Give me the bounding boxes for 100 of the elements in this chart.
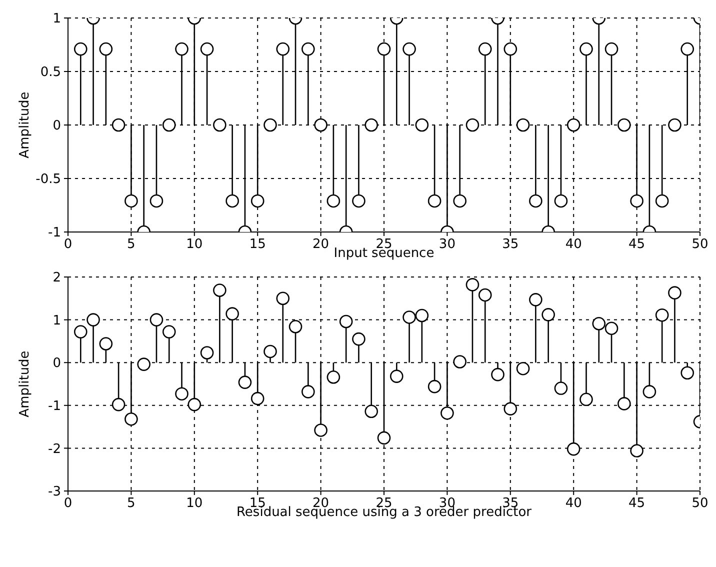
point xyxy=(188,398,202,412)
x-tick-label: 40 xyxy=(565,237,582,252)
point xyxy=(213,118,226,132)
x-tick-label: 20 xyxy=(312,237,330,252)
x-tick-label: 45 xyxy=(628,496,646,512)
point xyxy=(516,362,530,376)
y-axis-title: Amplitude xyxy=(18,92,33,158)
point xyxy=(364,118,378,132)
y-tick-label: -1 xyxy=(48,399,61,414)
point xyxy=(326,370,340,384)
point xyxy=(390,370,404,383)
point xyxy=(377,42,391,56)
point xyxy=(200,346,214,360)
x-tick-label: 40 xyxy=(565,496,582,512)
point xyxy=(466,118,480,132)
point xyxy=(99,42,113,56)
point xyxy=(618,397,631,410)
y-tick-label: 1 xyxy=(52,12,61,27)
x-tick-label: 10 xyxy=(186,237,203,252)
point xyxy=(276,292,290,306)
point xyxy=(478,42,492,56)
y-tick-label: -0.5 xyxy=(36,172,61,188)
point xyxy=(604,42,618,56)
point xyxy=(264,344,277,358)
point xyxy=(415,118,429,132)
point xyxy=(580,392,593,406)
x-tick-label: 50 xyxy=(692,496,708,512)
point xyxy=(630,194,644,208)
point xyxy=(264,118,277,132)
point xyxy=(642,385,656,398)
point xyxy=(566,442,580,456)
point xyxy=(314,424,328,437)
point xyxy=(200,42,214,56)
x-tick-label: 15 xyxy=(249,237,266,252)
point xyxy=(238,376,252,389)
point xyxy=(226,194,239,208)
point xyxy=(226,307,239,320)
point xyxy=(680,42,694,56)
point xyxy=(529,293,542,306)
x-tick-label: 5 xyxy=(127,496,136,512)
y-tick-label: 2 xyxy=(52,270,61,286)
point xyxy=(339,314,353,328)
point xyxy=(74,42,88,56)
point xyxy=(162,325,176,338)
x-tick-label: 0 xyxy=(64,496,72,512)
point xyxy=(302,385,315,398)
point xyxy=(250,194,264,208)
y-tick-label: 1 xyxy=(52,313,61,328)
y-axis-title: Amplitude xyxy=(18,350,33,418)
point xyxy=(466,278,480,292)
point xyxy=(604,322,618,336)
point xyxy=(504,42,518,56)
point xyxy=(175,42,188,56)
point xyxy=(112,398,126,412)
y-tick-label: 0 xyxy=(52,356,61,372)
point xyxy=(377,431,391,445)
point xyxy=(352,332,366,346)
y-tick-label: -3 xyxy=(48,484,61,500)
point xyxy=(668,286,682,300)
point xyxy=(428,380,442,394)
x-tick-label: 5 xyxy=(127,237,136,252)
point xyxy=(137,358,150,371)
point xyxy=(554,194,568,208)
point xyxy=(314,118,328,132)
point xyxy=(150,194,164,208)
point xyxy=(124,194,138,208)
point xyxy=(655,308,669,322)
point xyxy=(453,355,466,368)
point xyxy=(150,313,164,326)
point xyxy=(554,382,568,395)
point xyxy=(175,387,188,400)
point xyxy=(491,368,504,382)
point xyxy=(680,366,694,380)
point xyxy=(162,118,176,132)
point xyxy=(529,194,542,208)
point xyxy=(478,288,492,302)
point xyxy=(112,118,126,132)
point xyxy=(516,118,530,132)
point xyxy=(630,444,644,458)
point xyxy=(566,118,580,132)
y-tick-label: -2 xyxy=(48,442,61,457)
point xyxy=(326,194,340,208)
point xyxy=(288,320,302,334)
x-tick-label: 45 xyxy=(628,237,646,252)
point xyxy=(655,194,669,208)
point xyxy=(99,337,113,350)
point xyxy=(504,402,518,416)
point xyxy=(542,308,555,322)
point xyxy=(86,313,100,326)
x-tick-label: 50 xyxy=(692,237,708,252)
x-tick-label: 0 xyxy=(64,237,72,252)
point xyxy=(74,325,88,338)
point xyxy=(440,406,454,420)
point xyxy=(668,118,682,132)
point xyxy=(302,42,315,56)
point xyxy=(250,392,264,406)
point xyxy=(364,404,378,418)
point xyxy=(213,284,226,297)
point xyxy=(428,194,442,208)
point xyxy=(276,42,290,56)
